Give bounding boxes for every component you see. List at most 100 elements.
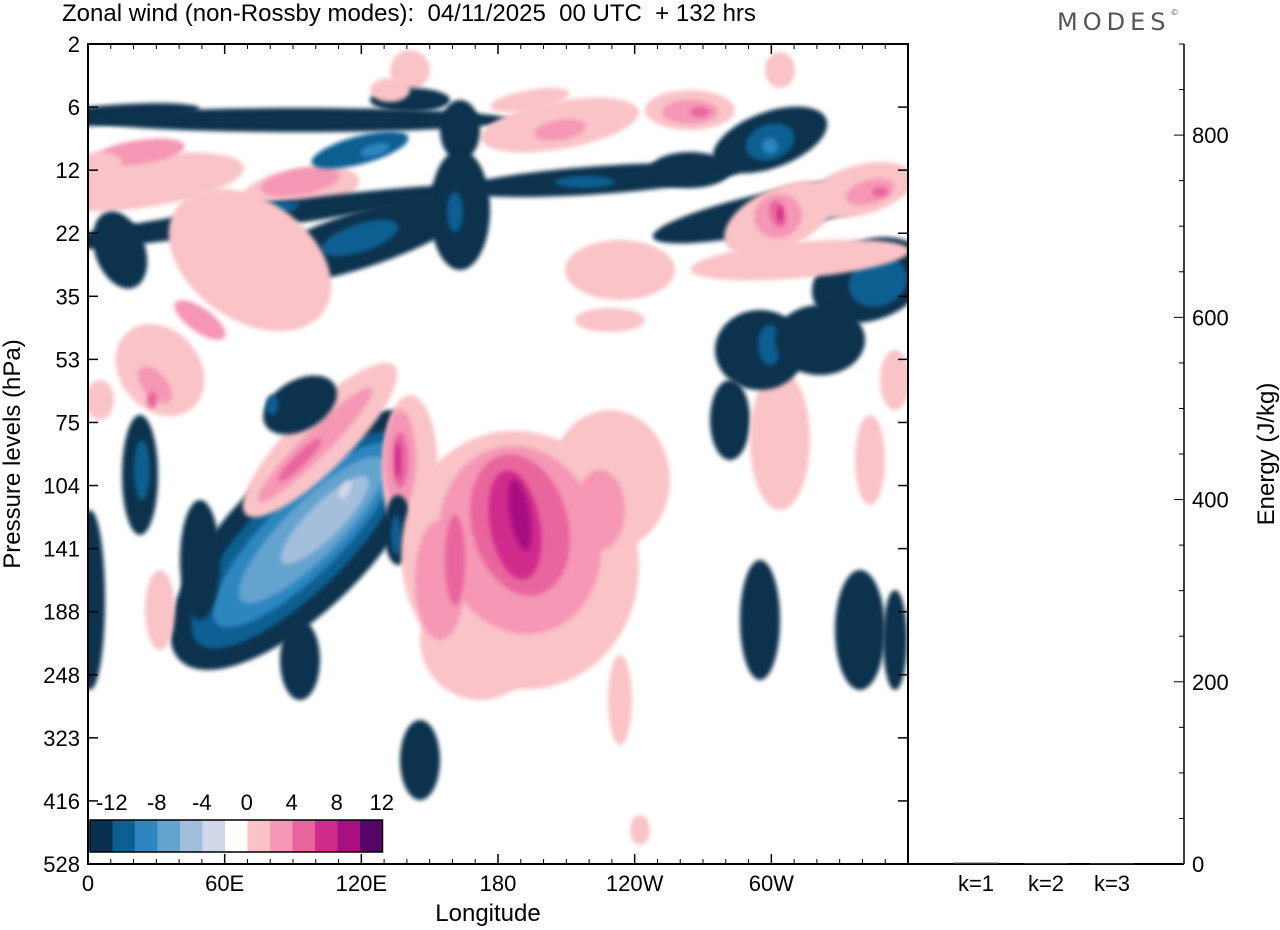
heatmap-field xyxy=(88,50,908,845)
energy-tick-label: 400 xyxy=(1192,488,1229,513)
heatmap-contour-neg-81 xyxy=(710,380,750,460)
heatmap-contour-pos-68 xyxy=(575,470,625,550)
heatmap-contour-pos-85 xyxy=(750,370,810,510)
colorbar-swatch xyxy=(180,820,203,852)
colorbar-label: -4 xyxy=(192,790,212,815)
heatmap-contour-pos-34 xyxy=(565,240,675,300)
energy-tick-label: 200 xyxy=(1192,670,1229,695)
y-tick-label: 22 xyxy=(56,221,80,246)
colorbar-label: -8 xyxy=(147,790,167,815)
heatmap-contour-pos-43 xyxy=(138,366,172,404)
colorbar-label: 4 xyxy=(286,790,298,815)
logo-mark: © xyxy=(1170,8,1179,17)
heatmap-contour-pos-4 xyxy=(88,152,122,172)
heatmap-contour-neg-6 xyxy=(90,108,510,132)
heatmap-contour-neg-63 xyxy=(391,515,401,555)
energy-category-label: k=2 xyxy=(1028,871,1064,896)
colorbar: -12 -8 -4 0 4 8 12 xyxy=(89,790,394,853)
heatmap-contour-pos-73 xyxy=(508,479,532,551)
y-tick-label: 188 xyxy=(43,600,80,625)
heatmap-contour-neg-53 xyxy=(280,475,370,565)
logo-text: MODES xyxy=(1057,8,1171,36)
colorbar-label: -12 xyxy=(96,790,128,815)
heatmap-contour-pos-33 xyxy=(872,187,888,197)
heatmap-contour-neg-95 xyxy=(775,305,865,375)
colorbar-frame xyxy=(89,819,384,853)
chart-title: Zonal wind (non-Rossby modes): 04/11/202… xyxy=(62,0,756,27)
y-tick-label: 141 xyxy=(43,537,80,562)
heatmap-contour-pos-39 xyxy=(490,87,570,113)
energy-category-label: k=3 xyxy=(1094,871,1130,896)
energy-bar-k=3 xyxy=(1090,863,1134,865)
x-tick-label: 120E xyxy=(336,871,387,896)
heatmap-contour-pos-61 xyxy=(395,442,401,478)
colorbar-label: 8 xyxy=(331,790,343,815)
colorbar-swatch xyxy=(90,820,113,852)
heatmap-contour-pos-30 xyxy=(777,206,783,222)
y-tick-label: 35 xyxy=(56,284,80,309)
heatmap-contour-pos-26 xyxy=(690,107,710,117)
heatmap-contour-pos-71 xyxy=(445,515,465,605)
heatmap-contour-pos-42 xyxy=(115,323,205,417)
colorbar-label: 12 xyxy=(370,790,394,815)
y-axis-label: Pressure levels (hPa) xyxy=(0,339,26,568)
colorbar-swatch xyxy=(247,820,270,852)
heatmap-contour-neg-8 xyxy=(360,143,390,157)
y-tick-label: 2 xyxy=(68,32,80,57)
modes-logo: MODES© xyxy=(1057,8,1178,36)
heatmap-contour-neg-91 xyxy=(263,375,337,435)
heatmap-contour-pos-23 xyxy=(534,119,586,141)
heatmap-contour-neg-15 xyxy=(650,152,730,188)
heatmap-contour-pos-57 xyxy=(278,438,322,482)
heatmap-contour-pos-41 xyxy=(174,300,226,340)
colorbar-swatch xyxy=(360,820,383,852)
heatmap-contour-neg-7 xyxy=(311,131,409,169)
heatmap-contour-neg-77 xyxy=(400,720,440,800)
heatmap-contour-neg-21 xyxy=(848,257,908,307)
heatmap-contour-neg-78 xyxy=(740,560,780,680)
heatmap-contour-pos-97 xyxy=(370,78,410,102)
colorbar-swatch xyxy=(202,820,225,852)
heatmap-contour-pos-36 xyxy=(690,239,908,281)
colorbar-swatch xyxy=(112,820,135,852)
heatmap-contour-neg-88 xyxy=(440,100,480,160)
heatmap-contour-pos-82 xyxy=(145,570,175,650)
heatmap-contour-neg-80 xyxy=(883,590,907,690)
colorbar-swatch xyxy=(157,820,180,852)
heatmap-contour-pos-45 xyxy=(88,380,114,420)
heatmap-contour-neg-46 xyxy=(92,211,148,289)
heatmap-contour-neg-76 xyxy=(280,620,320,700)
colorbar-swatch xyxy=(225,820,248,852)
energy-tick-label: 800 xyxy=(1192,123,1229,148)
y-tick-label: 75 xyxy=(56,410,80,435)
heatmap-contour-neg-92 xyxy=(266,395,278,415)
energy-axis-label: Energy (J/kg) xyxy=(1253,383,1280,526)
heatmap-contour-pos-44 xyxy=(147,392,157,408)
y-tick-label: 248 xyxy=(43,663,80,688)
heatmap-contour-pos-86 xyxy=(855,415,885,505)
energy-bar-k=2 xyxy=(1024,863,1068,865)
energy-tick-label: 600 xyxy=(1192,305,1229,330)
y-tick-label: 53 xyxy=(56,347,80,372)
energy-bars: 0 200 400 600 800 Energy (J/kg) k=1 k=2 k=3 xyxy=(907,43,1280,896)
y-tick-label: 12 xyxy=(56,158,80,183)
heatmap-contour-pos-84 xyxy=(630,815,650,845)
x-tick-label: 180 xyxy=(480,871,517,896)
colorbar-swatch xyxy=(292,820,315,852)
colorbar-swatch xyxy=(315,820,338,852)
heatmap-contour-neg-12 xyxy=(321,219,399,257)
energy-bar-k=1 xyxy=(954,862,998,864)
heatmap-contour-pos-40 xyxy=(168,188,332,332)
heatmap-contour-neg-90 xyxy=(447,192,463,232)
heatmap-contour-pos-35 xyxy=(575,308,645,332)
heatmap-contour-pos-32 xyxy=(845,178,895,206)
energy-category-label: k=1 xyxy=(958,871,994,896)
y-tick-label: 323 xyxy=(43,726,80,751)
heatmap-contour-neg-48 xyxy=(134,440,150,500)
colorbar-swatch xyxy=(270,820,293,852)
x-tick-label: 60E xyxy=(205,871,244,896)
x-tick-label: 0 xyxy=(82,871,94,896)
y-tick-label: 6 xyxy=(68,95,80,120)
